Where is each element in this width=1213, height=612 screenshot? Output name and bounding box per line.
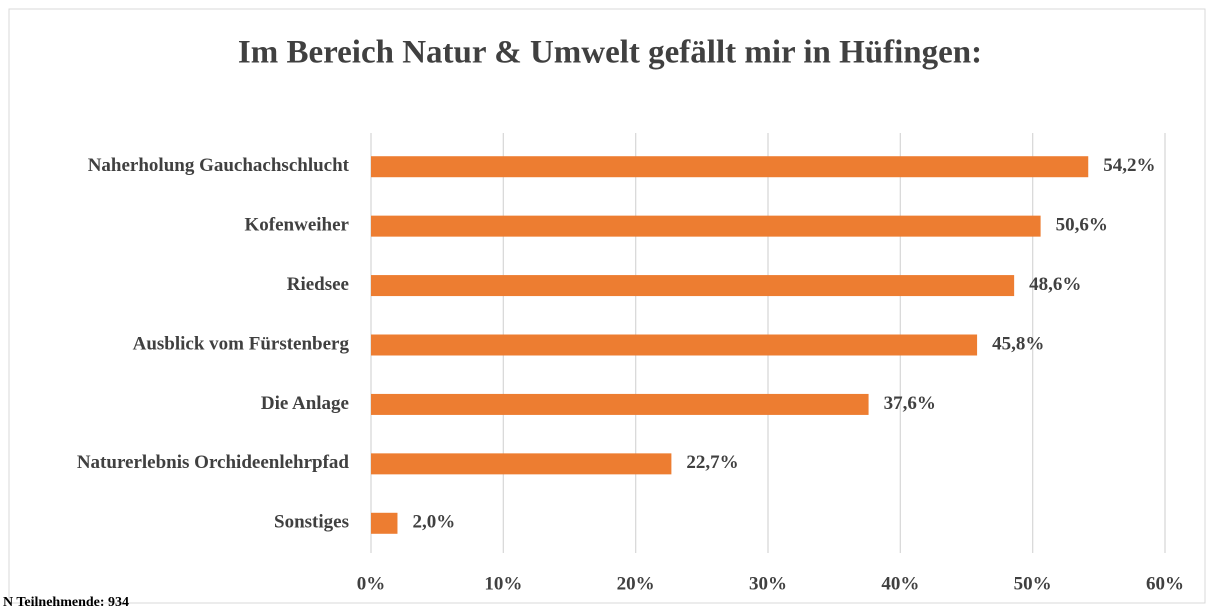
x-tick-label: 0% <box>357 573 386 594</box>
y-tick-label: Riedsee <box>287 274 349 295</box>
bar <box>371 453 672 475</box>
bar <box>371 334 978 356</box>
chart-title: Im Bereich Natur & Umwelt gefällt mir in… <box>238 35 982 71</box>
x-tick-label: 50% <box>1014 573 1052 594</box>
value-label: 2,0% <box>412 512 455 533</box>
x-tick-label: 10% <box>484 573 522 594</box>
x-tick-label: 60% <box>1146 573 1184 594</box>
value-label: 22,7% <box>686 452 738 473</box>
y-tick-label: Die Anlage <box>261 393 349 414</box>
footnote: N Teilnehmende: 934 <box>3 595 129 610</box>
y-tick-label: Naherholung Gauchachschlucht <box>88 155 350 176</box>
bar <box>371 156 1089 178</box>
x-tick-label: 40% <box>881 573 919 594</box>
x-tick-label: 20% <box>617 573 655 594</box>
bar <box>371 215 1041 237</box>
y-tick-label: Naturerlebnis Orchideenlehrpfad <box>77 452 350 473</box>
bar <box>371 393 869 415</box>
value-label: 37,6% <box>884 393 936 414</box>
y-tick-label: Ausblick vom Fürstenberg <box>133 333 350 354</box>
value-label: 54,2% <box>1103 155 1155 176</box>
value-label: 50,6% <box>1056 215 1108 236</box>
x-tick-label: 30% <box>749 573 787 594</box>
chart-border <box>8 8 1206 604</box>
bar <box>371 512 398 534</box>
y-tick-label: Kofenweiher <box>245 215 350 236</box>
bar <box>371 275 1015 297</box>
value-label: 45,8% <box>992 333 1044 354</box>
y-tick-label: Sonstiges <box>274 512 349 533</box>
value-label: 48,6% <box>1029 274 1081 295</box>
